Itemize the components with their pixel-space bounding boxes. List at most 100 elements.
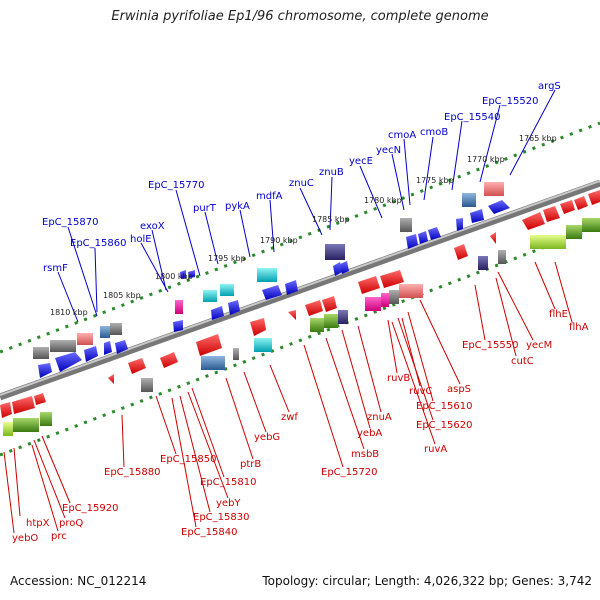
reverse-genes xyxy=(0,190,600,436)
label-leader-line xyxy=(451,120,463,191)
gene-label: cmoA xyxy=(388,130,416,141)
kbp-tick-label: 1785 kbp xyxy=(312,215,350,224)
gene-arrow xyxy=(104,341,112,355)
label-leader-line xyxy=(175,189,201,277)
gene-label: EpC_15540 xyxy=(444,112,500,123)
gene-label: EpC_15720 xyxy=(321,467,377,478)
gene-arrow xyxy=(0,402,12,418)
gene-arrow xyxy=(470,209,484,223)
label-leader-line xyxy=(303,344,344,468)
reverse-gene-labels: flhA flhE yecM cutC EpC_15550 aspS EpC_1… xyxy=(12,309,589,544)
gene-block xyxy=(566,225,582,239)
gene-block xyxy=(257,268,277,282)
gene-block xyxy=(203,290,217,302)
gene-block xyxy=(399,284,423,298)
gene-label: EpC_15810 xyxy=(200,477,256,488)
label-leader-line xyxy=(419,299,461,385)
topology-label: Topology: circular; Length: 4,026,322 bp… xyxy=(262,574,592,588)
gene-block xyxy=(50,340,76,352)
label-leader-line xyxy=(357,325,382,413)
gene-label: yecE xyxy=(349,156,373,167)
gene-label: zwf xyxy=(281,412,298,423)
gene-arrow xyxy=(55,352,82,372)
gene-arrow xyxy=(196,334,222,356)
label-leader-line xyxy=(495,277,517,357)
label-leader-line xyxy=(204,211,219,265)
gene-arrow xyxy=(84,346,98,362)
gene-arrow xyxy=(115,340,128,354)
gene-arrow xyxy=(285,280,298,295)
label-leader-line xyxy=(94,247,98,313)
gene-arrow xyxy=(522,212,545,230)
label-leader-line xyxy=(67,226,98,317)
label-leader-line xyxy=(391,153,405,211)
gene-block xyxy=(400,218,412,232)
gene-block xyxy=(478,256,488,270)
kbp-tick-label: 1800 kbp xyxy=(155,272,193,281)
gene-label: EpC_15610 xyxy=(416,401,472,412)
gene-block xyxy=(462,193,476,207)
label-leader-line xyxy=(299,187,323,236)
gene-label: pykA xyxy=(225,201,250,212)
kbp-tick-label: 1795 kbp xyxy=(208,254,246,263)
gene-arrow xyxy=(560,200,575,214)
label-leader-line xyxy=(33,439,66,519)
gene-arrow xyxy=(543,206,560,222)
gene-label: yebG xyxy=(254,432,280,443)
label-leader-line xyxy=(41,435,71,504)
gene-arrow xyxy=(160,352,178,368)
gene-arrow xyxy=(428,227,441,240)
upper-tick-track xyxy=(0,121,600,354)
gene-arrow xyxy=(250,318,266,336)
label-leader-line xyxy=(403,138,411,206)
kbp-tick-label: 1805 kbp xyxy=(103,291,141,300)
gene-label: holE xyxy=(130,234,152,245)
gene-label: argS xyxy=(538,81,561,92)
label-leader-line xyxy=(179,395,211,513)
gene-arrow xyxy=(340,261,349,274)
gene-label: EpC_15830 xyxy=(193,512,249,523)
gene-label: ruvB xyxy=(387,373,410,384)
gene-block xyxy=(338,310,348,324)
label-leader-line xyxy=(479,104,501,183)
label-leader-line xyxy=(31,444,59,532)
gene-label: EpC_15770 xyxy=(148,180,204,191)
label-leader-line xyxy=(509,89,556,176)
lower-tick-track xyxy=(0,224,600,457)
gene-block xyxy=(3,422,13,436)
gene-arrow xyxy=(588,190,600,205)
gene-label: proQ xyxy=(59,518,83,529)
gene-arrow xyxy=(12,396,35,414)
gene-arrow xyxy=(380,270,404,288)
gene-label: cmoB xyxy=(420,127,448,138)
gene-block xyxy=(100,326,110,338)
label-leader-line xyxy=(423,136,434,201)
gene-arrow xyxy=(173,320,183,332)
gene-arrow xyxy=(228,300,240,315)
gene-arrow xyxy=(262,285,282,300)
gene-label: ruvA xyxy=(424,444,447,455)
forward-gene-labels: argS EpC_15520 EpC_15540 cmoB cmoA yecN … xyxy=(42,81,561,274)
gene-block xyxy=(13,418,39,432)
gene-label: EpC_15620 xyxy=(416,420,472,431)
label-leader-line xyxy=(387,319,398,374)
kbp-tick-label: 1780 kbp xyxy=(364,196,402,205)
gene-block xyxy=(141,378,153,392)
genome-backbone xyxy=(0,179,600,401)
gene-label: mdfA xyxy=(256,191,283,202)
page-title: Erwinia pyrifoliae Ep1/96 chromosome, co… xyxy=(111,9,489,24)
kbp-scale: 1765 kbp 1770 kbp 1775 kbp 1780 kbp 1785… xyxy=(50,134,557,317)
gene-arrow xyxy=(38,363,52,378)
kbp-tick-label: 1790 kbp xyxy=(260,236,298,245)
gene-label: EpC_15870 xyxy=(42,217,98,228)
gene-arrow xyxy=(188,270,195,278)
gene-block xyxy=(484,182,504,196)
label-leader-line xyxy=(3,451,15,534)
label-leader-line xyxy=(359,165,383,219)
gene-label: EpC_15520 xyxy=(482,96,538,107)
gene-label: yebA xyxy=(357,428,382,439)
kbp-tick-label: 1775 kbp xyxy=(416,176,454,185)
gene-label: rsmF xyxy=(43,263,68,274)
gene-block xyxy=(389,290,399,304)
label-leader-line xyxy=(155,395,177,455)
